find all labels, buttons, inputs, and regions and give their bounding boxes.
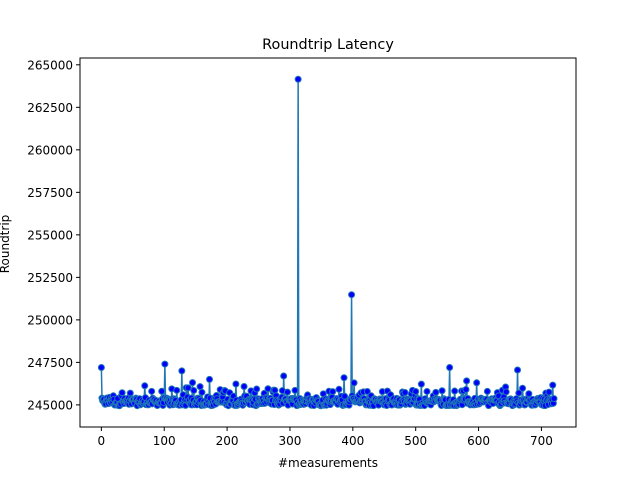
data-point <box>190 387 198 395</box>
x-tick-label: 300 <box>279 434 302 448</box>
y-tick-label: 262500 <box>27 101 73 115</box>
data-point <box>329 388 337 396</box>
spike-point <box>340 374 348 382</box>
data-point <box>545 388 553 396</box>
spike-point <box>206 375 213 383</box>
spike-point <box>280 372 288 380</box>
chart-title: Roundtrip Latency <box>262 37 394 53</box>
x-tick-label: 200 <box>216 434 239 448</box>
data-point <box>463 377 471 385</box>
plot-frame <box>79 57 577 428</box>
spike-point <box>97 363 105 371</box>
data-point <box>189 379 197 387</box>
data-point <box>184 384 192 392</box>
data-point <box>335 385 343 393</box>
data-point <box>423 387 431 395</box>
data-point <box>232 380 240 388</box>
data-point <box>438 387 446 395</box>
spike-point <box>178 367 186 375</box>
y-tick-label: 250000 <box>27 313 73 327</box>
x-tick-label: 0 <box>98 434 106 448</box>
x-tick-label: 700 <box>530 434 553 448</box>
y-tick-label: 257500 <box>27 186 73 200</box>
y-axis-label: Roundtrip <box>0 215 12 274</box>
x-axis-label: #measurements <box>278 456 378 470</box>
data-point <box>483 387 491 395</box>
spike-point <box>294 75 302 83</box>
x-axis: 0 100 200 300 400 500 600 700 <box>98 427 553 448</box>
data-point <box>350 379 358 387</box>
data-point <box>412 388 420 395</box>
data-point <box>196 383 204 391</box>
data-point <box>141 382 149 390</box>
y-tick-label: 252500 <box>27 271 73 285</box>
data-point <box>401 389 409 397</box>
y-tick-label: 265000 <box>27 58 73 72</box>
data-point <box>198 388 206 396</box>
spike-point <box>514 366 522 374</box>
data-point <box>432 388 440 396</box>
y-tick-label: 247500 <box>27 356 73 370</box>
data-point <box>549 381 557 389</box>
data-point <box>502 388 510 396</box>
data-point <box>515 389 523 397</box>
data-point <box>451 387 459 395</box>
data-point <box>173 386 181 394</box>
data-point <box>240 382 248 390</box>
y-axis: 245000 247500 250000 252500 255000 257500 2600… <box>27 58 80 412</box>
y-tick-label: 245000 <box>27 398 73 412</box>
data-point <box>363 387 371 395</box>
data-point <box>525 390 533 398</box>
data-point <box>462 385 470 393</box>
spike-point <box>161 360 169 368</box>
y-tick-label: 260000 <box>27 143 73 157</box>
data-point <box>417 380 425 388</box>
x-tick-label: 600 <box>467 434 490 448</box>
data-point <box>158 387 166 395</box>
data-point <box>519 384 527 392</box>
data-point <box>148 387 156 395</box>
spike-point <box>348 291 356 299</box>
x-tick-label: 400 <box>341 434 364 448</box>
x-tick-label: 500 <box>404 434 427 448</box>
data-point <box>283 388 291 396</box>
data-point <box>253 385 261 393</box>
x-tick-label: 100 <box>153 434 176 448</box>
spike-point <box>473 379 481 387</box>
data-point <box>118 389 126 397</box>
data-point <box>291 386 299 394</box>
plot-area <box>79 57 577 428</box>
spike-point <box>446 363 454 371</box>
series-group <box>97 75 558 410</box>
data-point <box>550 395 558 403</box>
y-tick-label: 255000 <box>27 228 73 242</box>
